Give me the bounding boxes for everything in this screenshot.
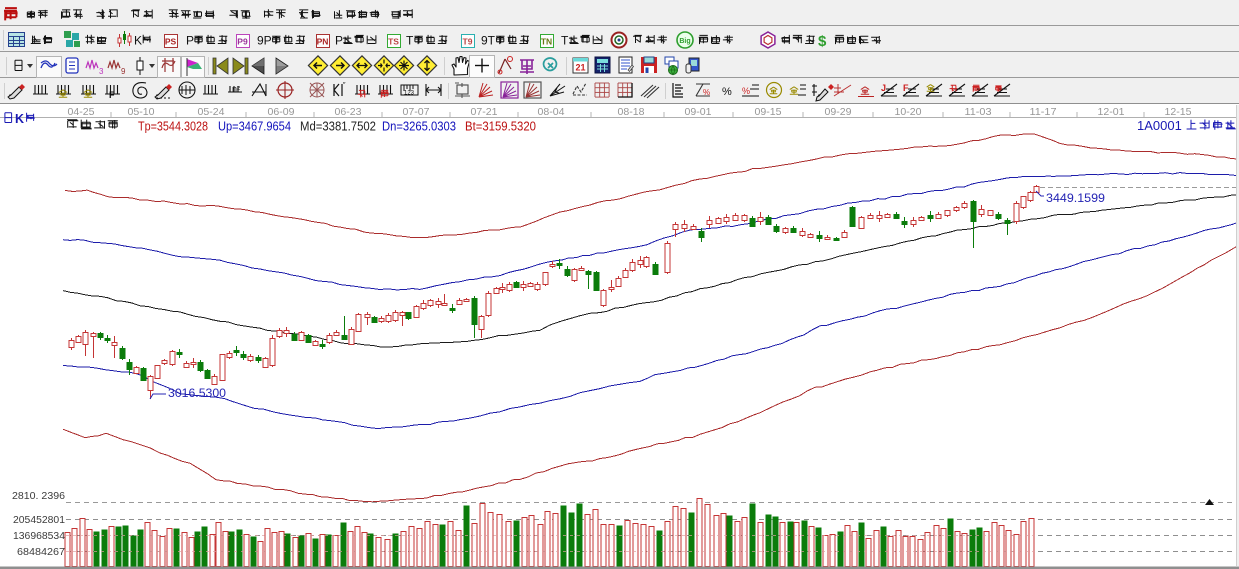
svg-text:PN: PN: [317, 37, 329, 47]
svg-text:08-18: 08-18: [618, 106, 645, 118]
svg-text:Dn=3265.0303: Dn=3265.0303: [382, 120, 456, 134]
svg-text:3449.1599: 3449.1599: [1046, 191, 1105, 205]
svg-text:05-10: 05-10: [128, 106, 155, 118]
svg-text:04-25: 04-25: [68, 106, 95, 118]
svg-text:10-20: 10-20: [895, 106, 922, 118]
svg-text:P: P: [186, 34, 194, 48]
svg-text:9T: 9T: [481, 34, 496, 48]
svg-text:TS: TS: [388, 37, 399, 47]
svg-text:Up=3467.9654: Up=3467.9654: [218, 120, 291, 134]
svg-text:PS: PS: [165, 37, 177, 47]
svg-text:123: 123: [404, 91, 415, 97]
svg-text:T: T: [561, 34, 569, 48]
svg-text:11-03: 11-03: [965, 106, 992, 118]
svg-text:07-07: 07-07: [403, 106, 430, 118]
svg-text:12-15: 12-15: [1165, 106, 1192, 118]
svg-text:09-01: 09-01: [685, 106, 712, 118]
svg-text:06-09: 06-09: [268, 106, 295, 118]
svg-text:$: $: [818, 33, 827, 50]
svg-text:07-21: 07-21: [471, 106, 498, 118]
svg-text:68484267: 68484267: [17, 547, 65, 558]
svg-text:3016.5300: 3016.5300: [168, 386, 226, 400]
svg-text:K: K: [134, 34, 142, 48]
svg-text:12-01: 12-01: [1098, 106, 1125, 118]
svg-text:P: P: [335, 34, 343, 48]
svg-text:06-23: 06-23: [335, 106, 362, 118]
svg-text:T: T: [406, 34, 414, 48]
svg-text:J: J: [881, 83, 886, 93]
svg-text:Md=3381.7502: Md=3381.7502: [300, 120, 376, 134]
svg-text:K: K: [15, 112, 24, 126]
svg-text:1A0001: 1A0001: [1137, 118, 1182, 133]
svg-text:TN: TN: [541, 37, 552, 47]
svg-text:F: F: [109, 90, 115, 100]
svg-text:T9: T9: [463, 37, 473, 47]
svg-text:%: %: [742, 86, 750, 96]
svg-text:n²: n²: [232, 84, 240, 94]
svg-text:%: %: [722, 86, 732, 98]
svg-text:08-04: 08-04: [538, 106, 565, 118]
svg-text:09-29: 09-29: [825, 106, 852, 118]
svg-text:11-17: 11-17: [1030, 106, 1057, 118]
svg-text:Tp=3544.3028: Tp=3544.3028: [138, 120, 208, 134]
svg-text:09-15: 09-15: [755, 106, 782, 118]
svg-text:9: 9: [121, 67, 126, 76]
svg-text:9P: 9P: [257, 34, 272, 48]
svg-text:05-24: 05-24: [198, 106, 225, 118]
svg-text:2810. 2396: 2810. 2396: [12, 491, 65, 502]
svg-text:136968534: 136968534: [13, 531, 65, 542]
svg-text:″: ″: [343, 82, 346, 89]
svg-text:P9: P9: [237, 37, 248, 47]
svg-text:21: 21: [575, 63, 585, 73]
svg-text:205452801: 205452801: [13, 515, 65, 526]
svg-text:F: F: [903, 83, 909, 93]
svg-text:Bt=3159.5320: Bt=3159.5320: [465, 120, 536, 134]
svg-text:%: %: [703, 88, 710, 97]
svg-text:Big: Big: [679, 38, 690, 45]
svg-text:3: 3: [99, 67, 104, 76]
